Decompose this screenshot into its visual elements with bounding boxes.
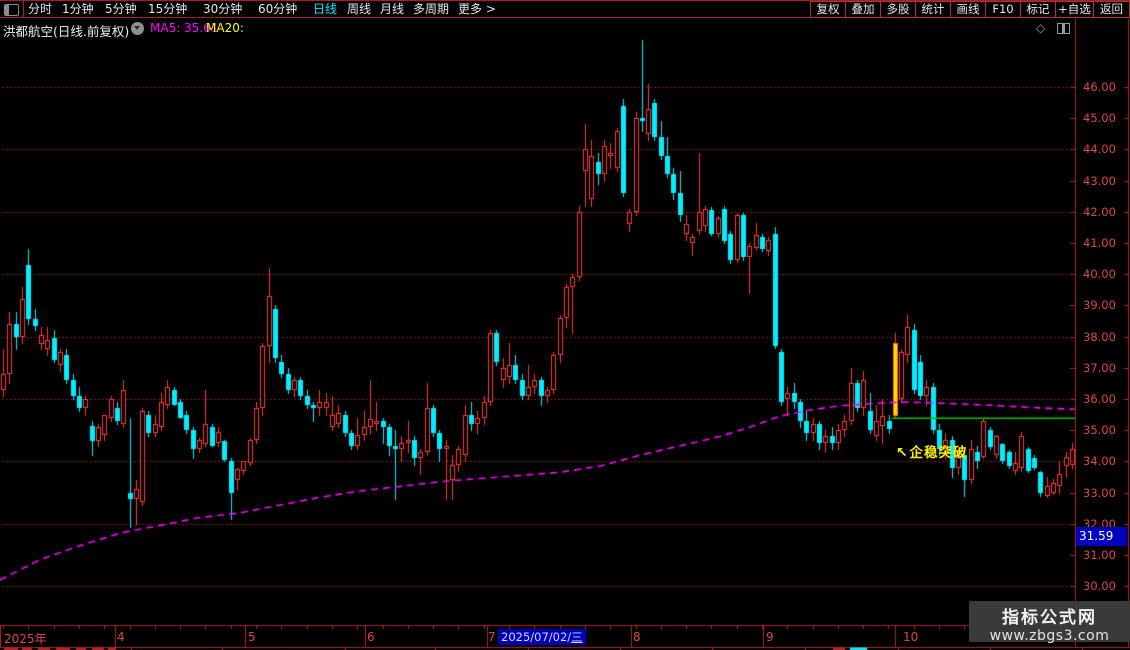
date-marker-weekday: 三 xyxy=(571,630,583,644)
price-marker-badge: 31.59 xyxy=(1076,526,1127,546)
draw-line-button[interactable]: 画线 xyxy=(950,1,986,18)
signal-annotation: ↖企稳突破 xyxy=(896,441,968,461)
y-axis-label: 44.00 xyxy=(1083,142,1116,157)
date-marker-date: 2025/07/02/ xyxy=(501,630,572,644)
signal-annotation-text: 企稳突破 xyxy=(909,445,968,461)
x-axis-label: 2025年 xyxy=(4,632,47,646)
back-button[interactable]: 返回 xyxy=(1093,1,1130,18)
watermark-site-name: 指标公式网 xyxy=(1002,608,1097,628)
y-axis-label: 46.00 xyxy=(1083,80,1116,94)
y-axis-label: 31.00 xyxy=(1083,548,1116,562)
x-axis-label: 7 xyxy=(488,630,496,644)
statistics-button[interactable]: 统计 xyxy=(915,1,951,18)
x-axis-label: 6 xyxy=(367,630,375,644)
watermark-url: www.zbgs3.com xyxy=(989,628,1110,644)
watermark: 指标公式网 www.zbgs3.com xyxy=(969,601,1130,644)
tab-multi-period[interactable]: 多周期 xyxy=(413,2,450,16)
add-watchlist-button[interactable]: +自选 xyxy=(1055,1,1094,18)
tab-30min[interactable]: 30分钟 xyxy=(203,2,243,16)
tab-weekly[interactable]: 周线 xyxy=(347,2,372,16)
f10-button[interactable]: F10 xyxy=(985,1,1021,18)
tab-monthly[interactable]: 月线 xyxy=(380,2,405,16)
mark-button[interactable]: 标记 xyxy=(1020,1,1056,18)
y-axis-label: 33.00 xyxy=(1083,485,1116,500)
chart-corner-icons: ◇ xyxy=(1036,21,1076,36)
y-axis-label: 36.00 xyxy=(1083,392,1116,406)
overlay-button[interactable]: 叠加 xyxy=(845,1,881,18)
tab-1min[interactable]: 1分钟 xyxy=(62,2,94,16)
y-axis-label: 30.00 xyxy=(1083,579,1116,594)
ma5-value: MA5: 35.61 xyxy=(150,21,219,35)
x-axis-label: 4 xyxy=(117,630,125,644)
y-axis-label: 41.00 xyxy=(1083,236,1116,250)
arrow-up-left-icon: ↖ xyxy=(895,445,909,461)
collapse-chevron-icon[interactable] xyxy=(131,22,144,35)
y-axis-label: 42.00 xyxy=(1083,204,1116,219)
y-axis-label: 39.00 xyxy=(1083,298,1116,313)
toolbar-separator xyxy=(23,1,24,18)
tab-more[interactable]: 更多 > xyxy=(458,2,496,16)
diamond-icon[interactable]: ◇ xyxy=(1036,21,1046,35)
y-axis-label: 45.00 xyxy=(1083,111,1116,126)
x-axis-label: 10 xyxy=(903,630,919,644)
chart-title-row: 洪都航空(日线.前复权) MA5: 35.61 MA20: xyxy=(0,19,1075,39)
tab-15min[interactable]: 15分钟 xyxy=(148,2,188,16)
ma20-value: MA20: xyxy=(206,21,244,35)
pane-split-icon[interactable] xyxy=(1057,23,1070,34)
x-axis-label: 8 xyxy=(633,630,641,644)
y-axis-label: 35.00 xyxy=(1083,423,1116,438)
tab-daily[interactable]: 日线 xyxy=(313,2,338,16)
adjust-button[interactable]: 复权 xyxy=(810,1,846,18)
x-axis-label: 9 xyxy=(766,630,774,644)
y-axis-label: 34.00 xyxy=(1083,454,1116,469)
multi-stock-button[interactable]: 多股 xyxy=(880,1,916,18)
y-axis-label: 37.00 xyxy=(1083,360,1116,375)
tab-60min[interactable]: 60分钟 xyxy=(258,2,298,16)
layout-split-icon[interactable] xyxy=(4,4,19,16)
stock-title: 洪都航空(日线.前复权) xyxy=(3,24,130,39)
x-axis-label: 5 xyxy=(248,630,256,644)
y-axis-label: 43.00 xyxy=(1083,173,1116,188)
date-marker-badge: 2025/07/02/三 xyxy=(498,629,586,645)
y-axis-label: 38.00 xyxy=(1083,329,1116,344)
y-axis-label: 40.00 xyxy=(1083,267,1116,282)
tab-timeshare[interactable]: 分时 xyxy=(28,2,53,16)
toolbar: 分时 1分钟 5分钟 15分钟 30分钟 60分钟 日线 周线 月线 多周期 更… xyxy=(0,0,1130,18)
tab-5min[interactable]: 5分钟 xyxy=(105,2,137,16)
